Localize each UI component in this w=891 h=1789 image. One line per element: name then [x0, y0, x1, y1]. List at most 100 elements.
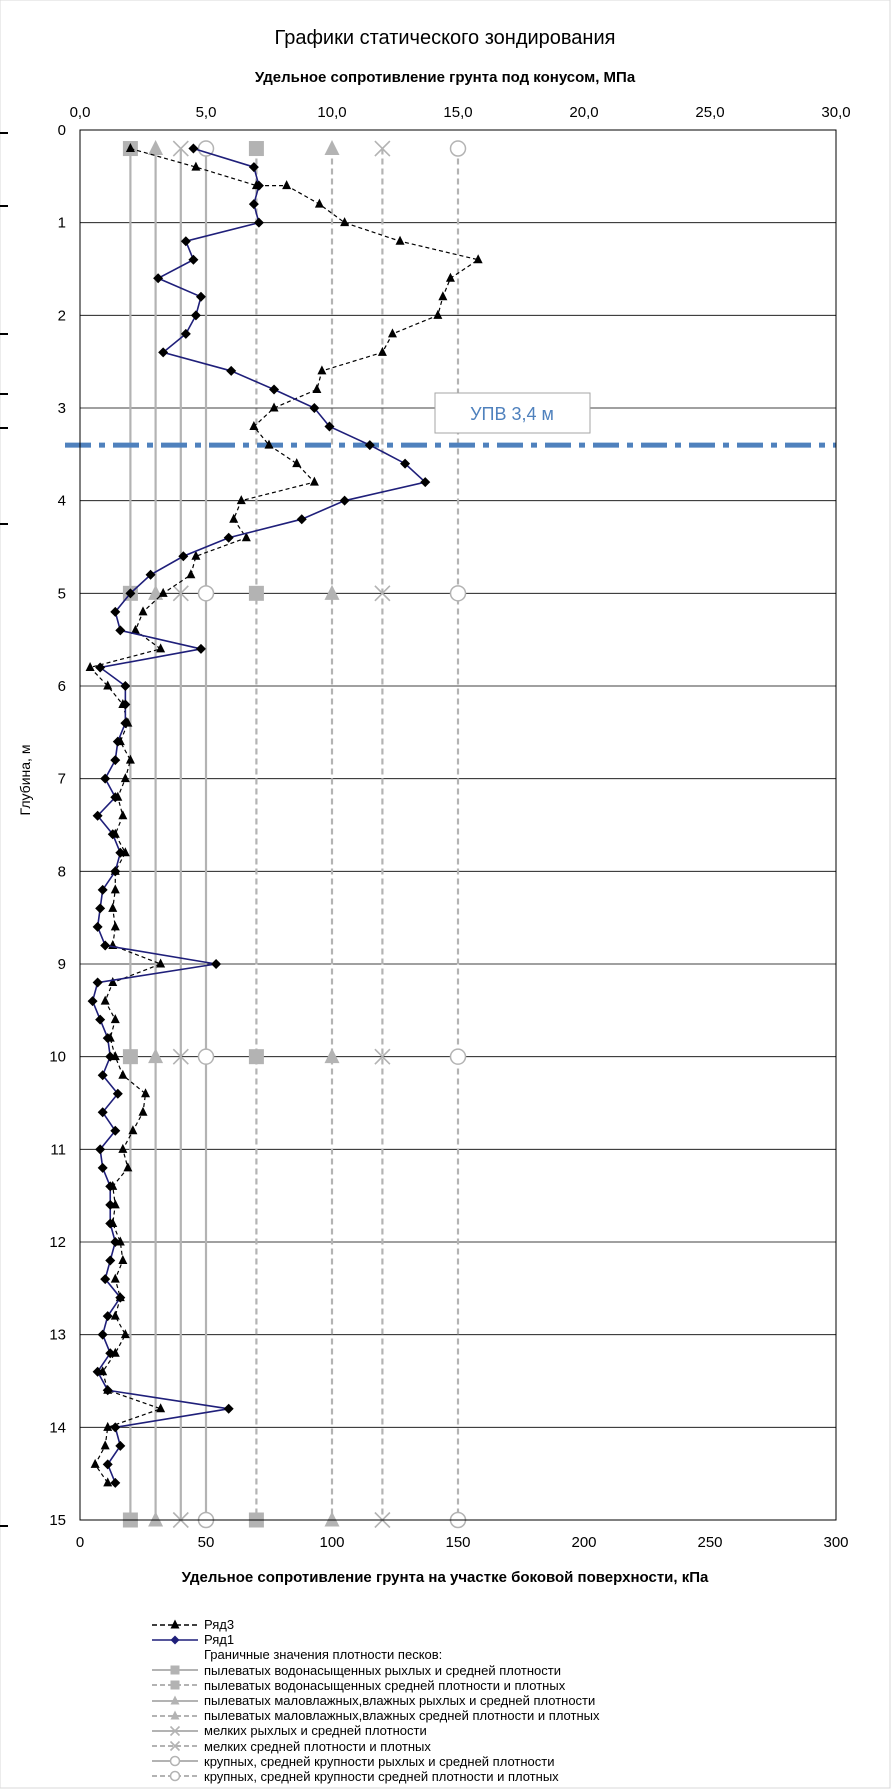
y-tick-label: 14 — [49, 1419, 66, 1436]
point-Ряд1 — [92, 810, 103, 821]
legend-marker — [170, 1619, 180, 1629]
boundary-marker — [148, 140, 164, 156]
legend-marker — [169, 1725, 181, 1736]
legend-marker — [170, 1665, 180, 1675]
point-Ряд1 — [100, 1274, 111, 1285]
legend-label: Ряд3 — [204, 1617, 235, 1632]
point-Ряд3 — [377, 346, 387, 356]
point-Ряд3 — [269, 402, 279, 412]
legend-item: пылеватых маловлажных,влажных рыхлых и с… — [150, 1693, 870, 1708]
chart-title: Графики статического зондирования — [275, 27, 616, 49]
y-tick-label: 11 — [50, 1141, 66, 1158]
point-Ряд3 — [158, 587, 168, 597]
y-tick-label: 0 — [58, 122, 66, 139]
point-Ряд1 — [92, 977, 103, 988]
point-Ряд1 — [112, 1088, 123, 1099]
point-Ряд1 — [110, 1477, 121, 1488]
top-tick-label: 5,0 — [196, 104, 217, 121]
point-Ряд3 — [445, 272, 455, 282]
point-Ряд1 — [158, 347, 169, 358]
legend-item: Ряд3 — [150, 1617, 870, 1632]
point-Ряд1 — [105, 1218, 116, 1229]
point-Ряд3 — [110, 1273, 120, 1283]
legend-item: пылеватых маловлажных,влажных средней пл… — [150, 1708, 870, 1723]
bottom-tick-label: 200 — [571, 1534, 596, 1551]
bottom-tick-label: 300 — [823, 1534, 848, 1551]
y-tick-label: 4 — [58, 493, 66, 510]
point-Ряд1 — [105, 1199, 116, 1210]
legend-label: Ряд1 — [204, 1632, 235, 1648]
point-Ряд3 — [438, 291, 448, 301]
point-Ряд3 — [138, 606, 148, 616]
legend-item: мелких рыхлых и средней плотности — [150, 1723, 870, 1738]
y-tick-label: 7 — [58, 771, 66, 788]
point-Ряд3 — [108, 977, 118, 987]
point-Ряд3 — [90, 1458, 100, 1468]
legend-label: мелких средней плотности и плотных — [204, 1738, 431, 1754]
point-Ряд3 — [186, 569, 196, 579]
point-Ряд1 — [248, 162, 259, 173]
point-Ряд3 — [241, 532, 251, 542]
y-tick-label: 9 — [58, 956, 66, 973]
point-Ряд1 — [195, 643, 206, 654]
top-tick-label: 30,0 — [821, 104, 850, 121]
legend-label: пылеватых водонасыщенных средней плотнос… — [204, 1677, 566, 1693]
point-Ряд3 — [156, 958, 166, 968]
legend-item: мелких средней плотности и плотных — [150, 1739, 870, 1754]
point-Ряд1 — [195, 291, 206, 302]
point-Ряд3 — [100, 995, 110, 1005]
point-Ряд1 — [115, 625, 126, 636]
point-Ряд1 — [115, 847, 126, 858]
bottom-axis-label: Удельное сопротивление грунта на участке… — [182, 1569, 709, 1586]
top-axis-label: Удельное сопротивление грунта под конусо… — [255, 69, 636, 86]
point-Ряд1 — [190, 310, 201, 321]
point-Ряд1 — [420, 477, 431, 488]
point-Ряд1 — [97, 1070, 108, 1081]
point-Ряд3 — [125, 143, 135, 153]
point-Ряд1 — [400, 458, 411, 469]
legend-marker — [170, 1710, 180, 1720]
bottom-tick-label: 150 — [445, 1534, 470, 1551]
groundwater-label: УПВ 3,4 м — [470, 404, 554, 424]
boundary-marker — [449, 1048, 467, 1065]
point-Ряд1 — [120, 699, 131, 710]
legend-marker — [169, 1771, 181, 1782]
legend-marker — [170, 1635, 180, 1645]
legend-swatch — [152, 1635, 198, 1645]
boundary-marker — [374, 1048, 391, 1065]
legend-swatch — [152, 1756, 198, 1767]
point-Ряд3 — [100, 1440, 110, 1450]
boundary-marker — [449, 140, 467, 157]
y-tick-label: 10 — [49, 1049, 66, 1066]
point-Ряд1 — [178, 551, 189, 562]
legend-label: крупных, средней крупности средней плотн… — [204, 1768, 559, 1784]
boundary-lines — [122, 140, 467, 1529]
boundary-marker — [148, 1511, 164, 1527]
legend-header: Граничные значения плотности песков: — [204, 1647, 443, 1663]
point-Ряд1 — [100, 940, 111, 951]
point-Ряд1 — [102, 1385, 113, 1396]
point-Ряд1 — [95, 1014, 106, 1025]
point-Ряд1 — [120, 681, 131, 691]
y-tick-label: 1 — [58, 215, 66, 232]
point-Ряд1 — [107, 829, 118, 840]
point-Ряд3 — [433, 309, 443, 319]
point-Ряд3 — [110, 884, 120, 894]
point-Ряд3 — [103, 680, 113, 690]
boundary-marker — [324, 140, 340, 156]
y-axis-label: Глубина, м — [17, 745, 33, 816]
point-Ряд1 — [105, 1255, 116, 1266]
point-Ряд3 — [395, 235, 405, 245]
legend-item: Ряд1 — [150, 1632, 870, 1647]
point-Ряд1 — [110, 866, 121, 877]
point-Ряд1 — [95, 662, 106, 673]
point-Ряд1 — [211, 959, 222, 969]
y-tick-label: 12 — [49, 1234, 66, 1251]
top-tick-label: 0,0 — [70, 104, 91, 121]
y-tick-label: 13 — [49, 1327, 66, 1344]
point-Ряд3 — [125, 754, 135, 764]
point-Ряд3 — [229, 513, 239, 523]
point-Ряд3 — [85, 661, 95, 671]
point-Ряд1 — [248, 199, 259, 210]
